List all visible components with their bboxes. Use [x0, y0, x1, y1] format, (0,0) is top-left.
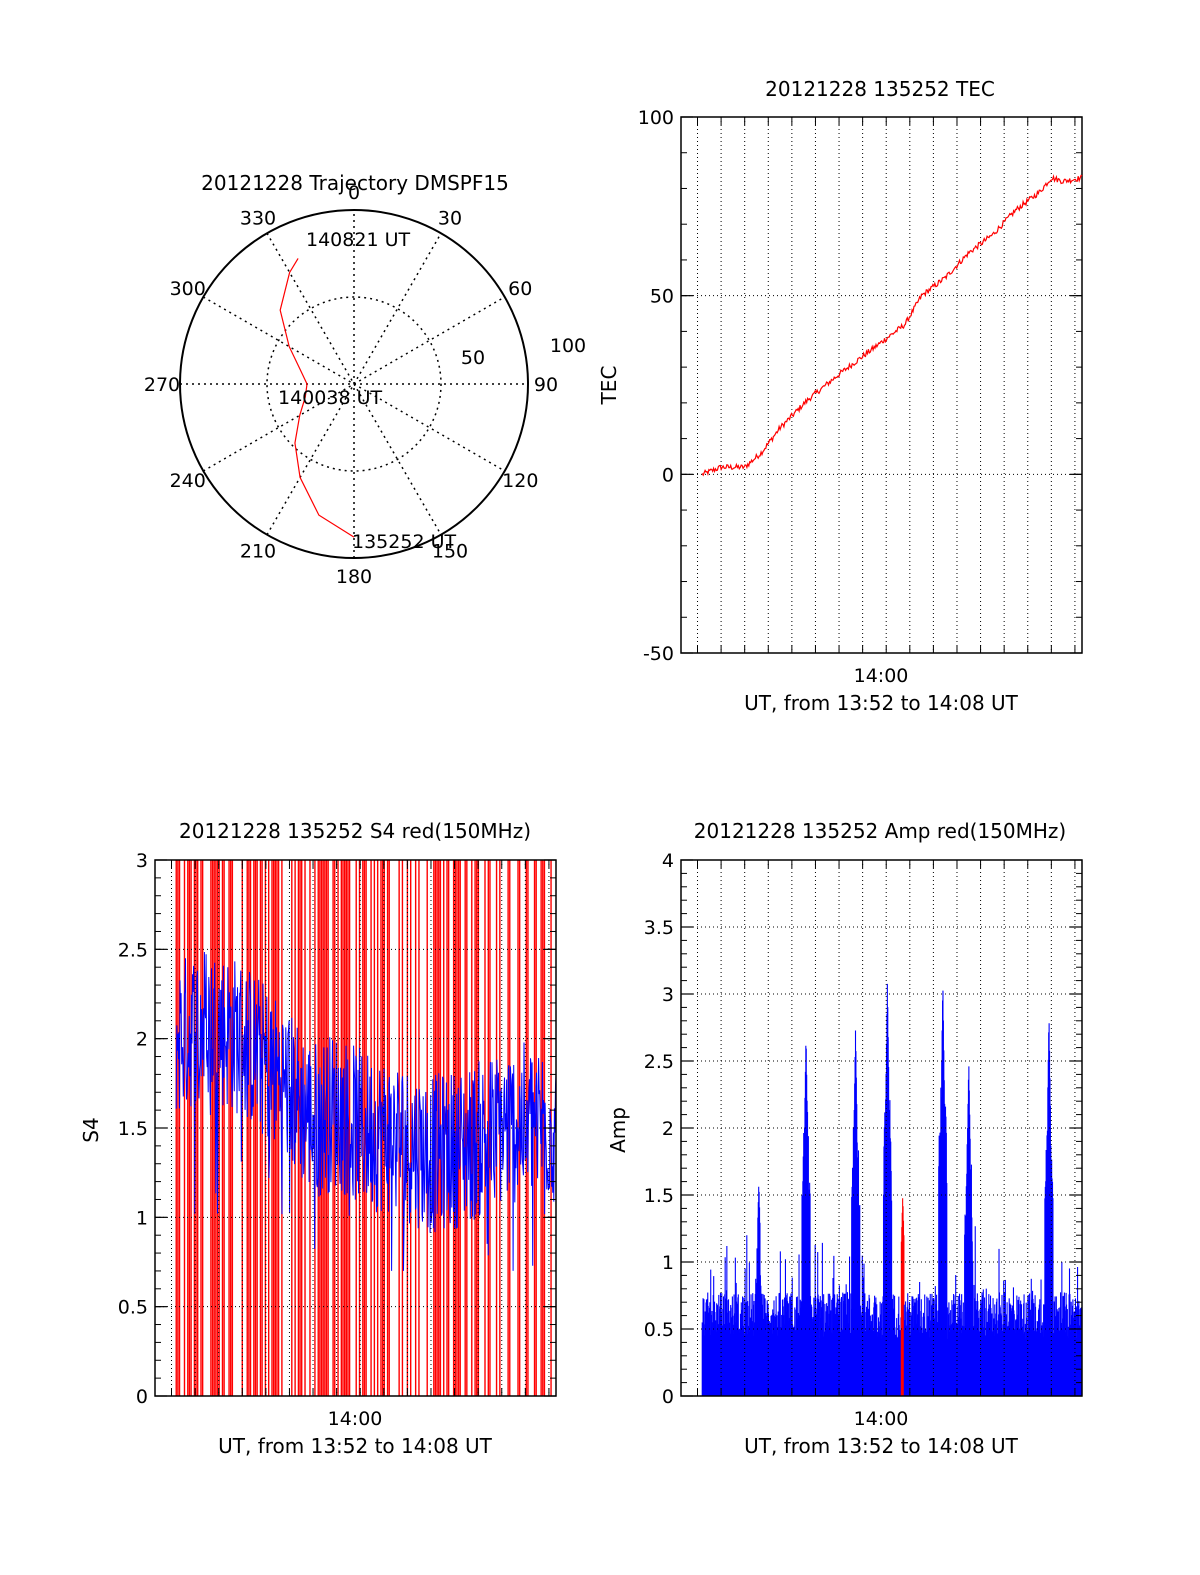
y-tick-label: 2	[136, 1029, 148, 1051]
y-tick-label: 3.5	[644, 917, 674, 939]
polar-angle-label: 240	[170, 470, 206, 492]
y-tick-label: 0	[662, 464, 674, 486]
polar-radius-label-100: 100	[550, 335, 586, 357]
polar-inner-circle	[266, 296, 442, 472]
tec-xtick-label: 14:00	[854, 665, 909, 687]
amp-xlabel: UT, from 13:52 to 14:08 UT	[744, 1434, 1019, 1458]
polar-angle-label: 210	[240, 540, 276, 562]
s4-axes: 0 0.5 1 1.5 2 2.5 3	[118, 850, 557, 1408]
polar-angle-label: 330	[240, 208, 276, 230]
y-tick-label: 2.5	[118, 939, 148, 961]
y-tick-label: 1.5	[118, 1118, 148, 1140]
polar-angle-label: 60	[508, 278, 532, 300]
y-tick-label: 0	[662, 1386, 674, 1408]
s4-ylabel: S4	[79, 1117, 103, 1142]
y-tick-label: 1	[662, 1252, 674, 1274]
y-tick-label: 3	[136, 850, 148, 872]
amp-title: 20121228 135252 Amp red(150MHz)	[694, 819, 1066, 843]
s4-blue-series-line	[175, 951, 557, 1271]
amp-xtick-label: 14:00	[854, 1408, 909, 1430]
s4-chart: 20121228 135252 S4 red(150MHz) 0 0.5 1 1.5 2…	[79, 819, 557, 1458]
polar-angle-label: 90	[534, 374, 558, 396]
amp-chart: 20121228 135252 Amp red(150MHz) 0 0.5 1 1.5…	[606, 819, 1083, 1458]
polar-chart: 20121228 Trajectory DMSPF15 0 30 60 90 120 15…	[144, 171, 586, 588]
s4-title: 20121228 135252 S4 red(150MHz)	[179, 819, 531, 843]
y-tick-label: 0.5	[118, 1297, 148, 1319]
polar-angle-label: 120	[502, 470, 538, 492]
y-tick-label: 0	[136, 1386, 148, 1408]
y-tick-label: 1	[136, 1207, 148, 1229]
amp-ylabel: Amp	[606, 1107, 630, 1153]
y-tick-label: 100	[638, 107, 674, 129]
y-tick-label: 50	[650, 286, 674, 308]
polar-grid	[179, 209, 529, 559]
s4-xlabel: UT, from 13:52 to 14:08 UT	[218, 1434, 493, 1458]
polar-angle-label: 0	[348, 182, 360, 204]
polar-angle-label: 270	[144, 374, 180, 396]
polar-angle-label: 150	[432, 540, 468, 562]
y-tick-label: 2	[662, 1118, 674, 1140]
amp-bars	[701, 983, 1083, 1396]
y-tick-label: 0.5	[644, 1319, 674, 1341]
plot-frame	[680, 116, 1083, 654]
polar-title: 20121228 Trajectory DMSPF15	[201, 171, 509, 195]
trajectory-start-time: 135252 UT	[352, 531, 456, 553]
polar-angle-label: 180	[336, 566, 372, 588]
tec-series-line	[701, 174, 1083, 477]
trajectory-end-time: 140821 UT	[306, 229, 410, 251]
tec-ylabel: TEC	[597, 366, 621, 406]
polar-spoke	[266, 232, 442, 536]
s4-xtick-label: 14:00	[328, 1408, 383, 1430]
y-tick-label: 1.5	[644, 1185, 674, 1207]
y-tick-label: -50	[643, 643, 674, 665]
tec-xlabel: UT, from 13:52 to 14:08 UT	[744, 691, 1019, 715]
tec-axes: -50 0 50 100	[638, 107, 1083, 665]
tec-title: 20121228 135252 TEC	[765, 77, 995, 101]
polar-radius-label-50: 50	[461, 347, 485, 369]
trajectory-line	[279, 258, 355, 538]
y-tick-label: 3	[662, 984, 674, 1006]
polar-angle-labels: 0 30 60 90 120 150 180 210 240 270 300 330	[144, 182, 558, 588]
polar-angle-label: 300	[170, 278, 206, 300]
polar-angle-label: 30	[438, 208, 462, 230]
amp-axes: 0 0.5 1 1.5 2 2.5 3 3.5 4	[644, 850, 1083, 1408]
trajectory-mid-time: 140038 UT	[278, 387, 382, 409]
y-tick-label: 4	[662, 850, 674, 872]
y-tick-label: 2.5	[644, 1051, 674, 1073]
